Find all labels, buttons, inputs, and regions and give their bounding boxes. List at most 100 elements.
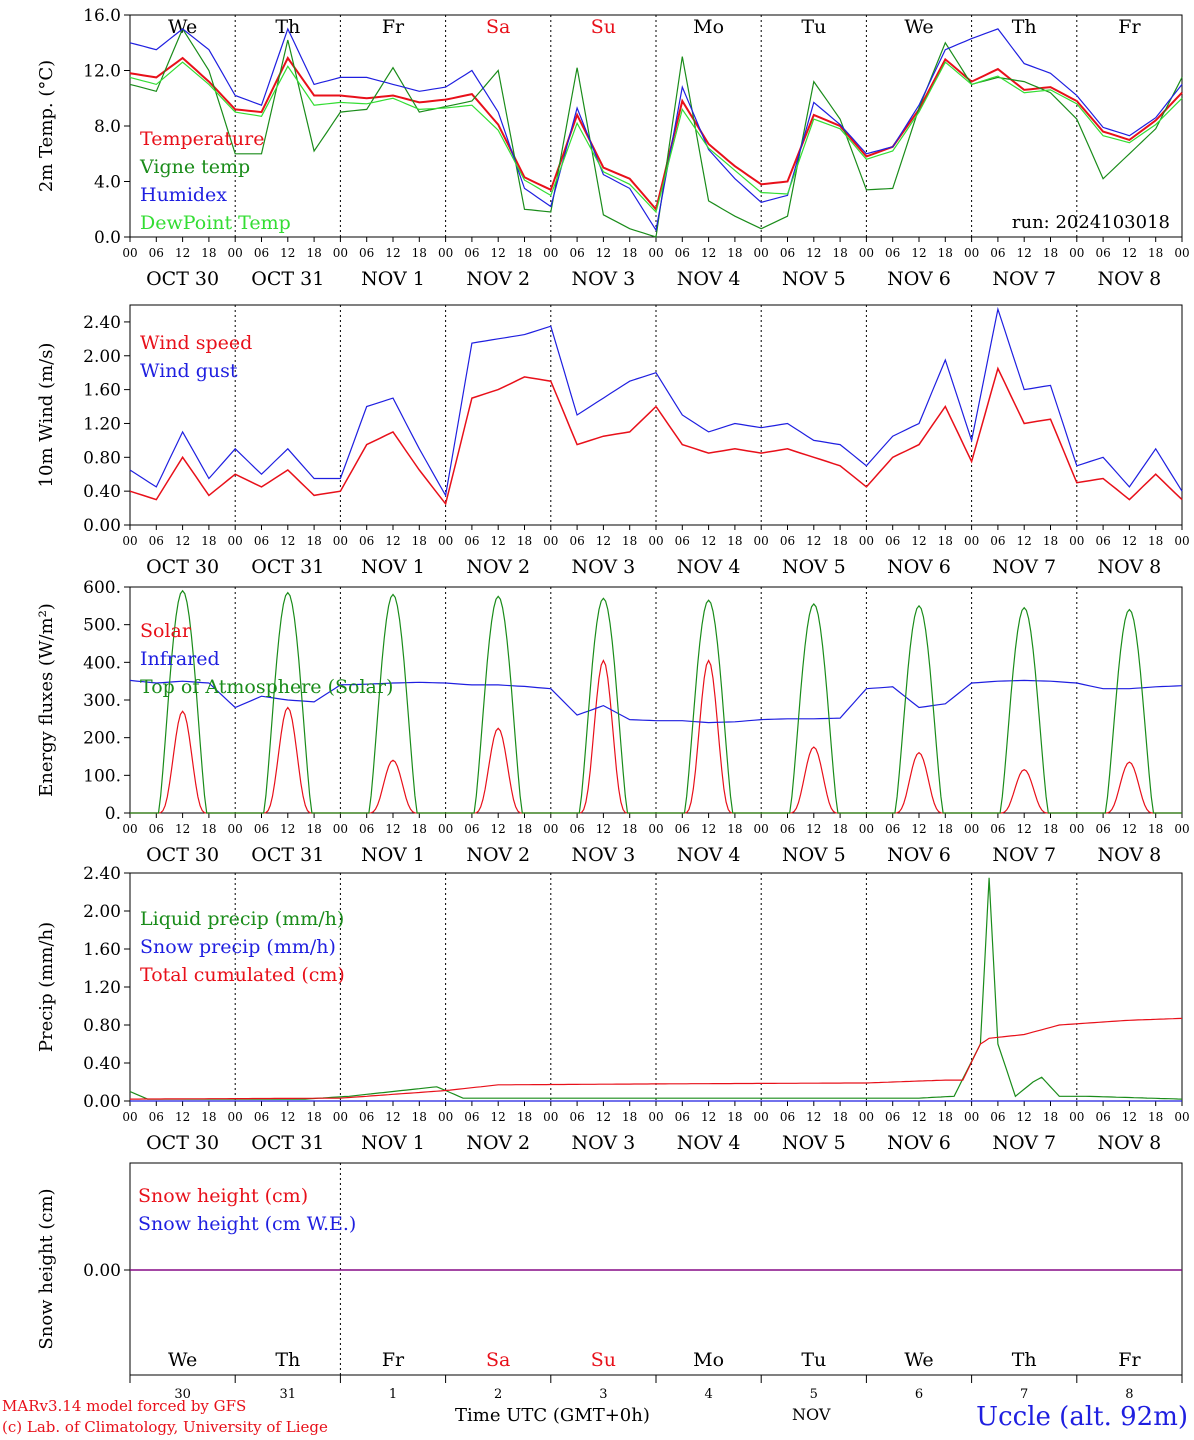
hour-label: 00 (122, 1110, 137, 1124)
y-tick-label: 8.0 (94, 117, 121, 137)
precip-panel: Precip (mm/h) 0.00 0.40 0.80 1.20 1.60 2.00 2.4… (36, 864, 1190, 1154)
hour-label: 18 (727, 822, 742, 836)
y-tick-label: 0.00 (83, 516, 121, 536)
series-line-vigne-temp (129, 27, 1183, 238)
day-number: 4 (704, 1387, 712, 1402)
weekday-label: Th (275, 16, 300, 38)
hour-label: 00 (122, 822, 137, 836)
hour-label: 12 (1017, 534, 1032, 548)
day-number: 7 (1020, 1387, 1028, 1402)
weekday-label: Fr (1118, 1349, 1141, 1371)
hour-label: 06 (149, 822, 164, 836)
hour-label: 12 (491, 534, 506, 548)
hour-label: 06 (149, 534, 164, 548)
hour-label: 12 (806, 1110, 821, 1124)
hour-label: 12 (175, 1110, 190, 1124)
hour-label: 18 (1043, 1110, 1058, 1124)
hour-label: 00 (964, 822, 979, 836)
date-label: NOV 5 (782, 1132, 846, 1154)
legend-entry: Vigne temp (139, 156, 250, 178)
legend-entry: Wind gust (140, 360, 238, 382)
lab-credit: (c) Lab. of Climatology, University of L… (2, 1418, 328, 1436)
y-tick-label: 0.0 (94, 228, 121, 248)
hour-label: 12 (911, 534, 926, 548)
hour-label: 06 (464, 246, 479, 260)
hour-label: 06 (464, 822, 479, 836)
hour-label: 12 (1122, 1110, 1137, 1124)
station-label: Uccle (alt. 92m) (976, 1402, 1188, 1432)
hour-label: 12 (1017, 822, 1032, 836)
date-label: NOV 7 (992, 1132, 1056, 1154)
y-tick-label: 200. (83, 729, 121, 749)
hour-label: 12 (175, 246, 190, 260)
y-tick-label: 0.40 (83, 1054, 121, 1074)
hour-label: 18 (622, 534, 637, 548)
date-label: NOV 7 (992, 268, 1056, 290)
date-label: NOV 8 (1098, 1132, 1162, 1154)
date-label: NOV 5 (782, 556, 846, 578)
hour-label: 00 (1174, 246, 1189, 260)
hour-label: 00 (438, 822, 453, 836)
y-tick-label: 0.80 (83, 448, 121, 468)
hour-label: 18 (306, 246, 321, 260)
hour-label: 00 (543, 534, 558, 548)
hour-label: 12 (1017, 246, 1032, 260)
hour-label: 12 (175, 822, 190, 836)
date-label: NOV 6 (887, 556, 951, 578)
weekday-label: Sa (486, 16, 510, 38)
weekday-label: Th (1012, 16, 1037, 38)
hour-label: 00 (648, 1110, 663, 1124)
hour-label: 12 (911, 822, 926, 836)
hour-label: 18 (412, 246, 427, 260)
hour-label: 06 (675, 1110, 690, 1124)
hour-label: 12 (911, 246, 926, 260)
hour-label: 12 (806, 534, 821, 548)
hour-label: 18 (1148, 534, 1163, 548)
hour-label: 06 (569, 1110, 584, 1124)
y-tick-label: 100. (83, 766, 121, 786)
hour-label: 06 (780, 246, 795, 260)
date-label: OCT 30 (146, 268, 219, 290)
hour-label: 18 (201, 534, 216, 548)
weekday-label: We (168, 16, 197, 38)
weekday-label: Su (591, 1349, 616, 1371)
y-tick-label: 2.40 (83, 864, 121, 884)
day-number: 3 (599, 1387, 607, 1402)
hour-label: 12 (806, 246, 821, 260)
series-line-liquid-precip-mm-h (129, 877, 1183, 1100)
hour-label: 18 (1148, 822, 1163, 836)
y-tick-label: 600. (83, 578, 121, 598)
hour-label: 12 (701, 534, 716, 548)
hour-label: 18 (938, 1110, 953, 1124)
date-label: NOV 4 (677, 1132, 741, 1154)
weekday-label: We (904, 1349, 933, 1371)
hour-label: 06 (359, 534, 374, 548)
time-axis-label: Time UTC (GMT+0h) (455, 1405, 650, 1426)
hour-label: 18 (412, 534, 427, 548)
hour-label: 00 (648, 822, 663, 836)
hour-label: 00 (333, 246, 348, 260)
date-label: OCT 30 (146, 844, 219, 866)
hour-label: 12 (1017, 1110, 1032, 1124)
hour-label: 12 (596, 1110, 611, 1124)
hour-label: 06 (254, 822, 269, 836)
hour-label: 00 (122, 534, 137, 548)
hour-label: 00 (1174, 1110, 1189, 1124)
hour-label: 12 (280, 246, 295, 260)
date-label: NOV 3 (572, 844, 636, 866)
y-axis-label: 10m Wind (m/s) (36, 343, 57, 488)
hour-label: 18 (1148, 246, 1163, 260)
hour-label: 06 (885, 1110, 900, 1124)
series-line-wind-speed (129, 366, 1183, 506)
hour-label: 06 (359, 822, 374, 836)
day-number: 8 (1125, 1387, 1133, 1402)
hour-label: 18 (517, 822, 532, 836)
hour-label: 00 (543, 822, 558, 836)
hour-label: 18 (306, 1110, 321, 1124)
day-number: 30 (174, 1387, 191, 1402)
energy-fluxes-panel: Energy fluxes (W/m²) 0. 100. 200. 300. 400. 50… (36, 578, 1190, 866)
hour-label: 18 (517, 534, 532, 548)
weekday-label: Th (275, 1349, 300, 1371)
hour-label: 18 (622, 822, 637, 836)
hour-label: 06 (1095, 1110, 1110, 1124)
